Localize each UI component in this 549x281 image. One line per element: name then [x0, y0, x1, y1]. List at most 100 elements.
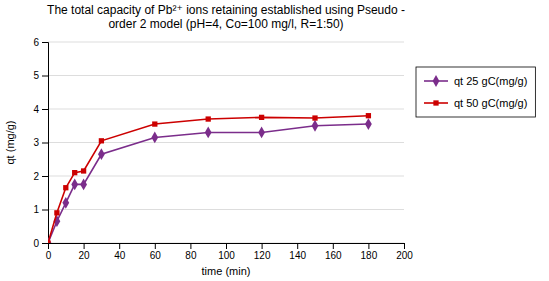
- y-tick-label: 5: [33, 70, 39, 81]
- y-tick-label: 3: [33, 137, 39, 148]
- point: [365, 118, 372, 130]
- grid-line: [48, 176, 404, 177]
- x-tick-label: 100: [218, 250, 235, 261]
- plot: 0 20 40 60 80 100 120 140 160 180 200 0 1 2 3 4 5 6: [33, 37, 413, 261]
- x-tick-label: 180: [361, 250, 378, 261]
- point: [258, 127, 265, 139]
- point: [151, 132, 158, 144]
- y-axis-title: qt (mg/g): [4, 120, 16, 164]
- grid-line: [48, 42, 404, 43]
- x-tick-label: 160: [325, 250, 342, 261]
- y-grid: [48, 42, 404, 243]
- y-tick-mark: [42, 143, 48, 144]
- y-tick: 5: [33, 70, 48, 81]
- x-tick: 200: [396, 243, 413, 261]
- y-tick-mark: [42, 176, 48, 177]
- x-tick-mark: [226, 243, 227, 249]
- y-tick-label: 0: [33, 238, 39, 249]
- x-tick: 80: [185, 243, 197, 261]
- point: [80, 178, 87, 190]
- y-tick-label: 4: [33, 104, 39, 115]
- x-tick-label: 20: [79, 250, 91, 261]
- point: [62, 197, 69, 209]
- legend-entry: qt 25 gC(mg/g): [424, 75, 527, 87]
- x-tick: 180: [361, 243, 378, 261]
- point: [72, 170, 77, 175]
- x-tick: 40: [114, 243, 126, 261]
- legend-label: qt 25 gC(mg/g): [454, 75, 527, 87]
- point: [71, 178, 78, 190]
- point: [259, 115, 264, 120]
- x-tick-label: 0: [46, 250, 52, 261]
- x-tick-label: 200: [396, 250, 413, 261]
- series: [48, 113, 371, 243]
- x-tick: 120: [254, 243, 271, 261]
- grid-line: [48, 209, 404, 210]
- point: [48, 240, 51, 243]
- grid-line: [48, 75, 404, 76]
- y-tick: 2: [33, 171, 48, 182]
- y-tick: 0: [33, 238, 48, 249]
- x-tick-mark: [368, 243, 369, 249]
- point: [312, 115, 317, 120]
- x-tick: 140: [289, 243, 306, 261]
- x-tick: 60: [150, 243, 162, 261]
- x-tick-mark: [155, 243, 156, 249]
- point: [312, 120, 319, 132]
- x-tick: 20: [79, 243, 91, 261]
- x-axis-line: [49, 244, 405, 250]
- point: [81, 168, 86, 173]
- x-axis-title: time (min): [202, 265, 251, 277]
- x-tick-mark: [333, 243, 334, 249]
- series-line: [48, 116, 368, 243]
- x-tick: 160: [325, 243, 342, 261]
- legend-marker: [433, 75, 440, 87]
- point: [54, 210, 59, 215]
- x-tick-mark: [190, 243, 191, 249]
- y-tick-label: 1: [33, 204, 39, 215]
- y-tick: 1: [33, 204, 48, 215]
- x-tick-label: 140: [289, 250, 306, 261]
- y-tick-mark: [42, 243, 48, 244]
- y-tick: 3: [33, 137, 48, 148]
- y-tick: 4: [33, 104, 48, 115]
- legend-frame: [416, 67, 535, 117]
- series-layer: [48, 113, 372, 243]
- x-tick-mark: [84, 243, 85, 249]
- y-tick-label: 2: [33, 171, 39, 182]
- legend-marker: [433, 100, 438, 105]
- series: [48, 118, 372, 243]
- series-line: [48, 124, 368, 243]
- point: [152, 121, 157, 126]
- x-tick-label: 40: [114, 250, 126, 261]
- y-tick-mark: [42, 210, 48, 211]
- chart: 0 20 40 60 80 100 120 140 160 180 200 0 1 2 3 4 5 6 The to…: [0, 0, 549, 281]
- point: [366, 113, 371, 118]
- x-tick-mark: [404, 243, 405, 249]
- point: [63, 185, 68, 190]
- grid-line: [48, 109, 404, 110]
- x-axis: 0 20 40 60 80 100 120 140 160 180 200: [46, 243, 414, 261]
- y-tick-label: 6: [33, 37, 39, 48]
- y-tick-mark: [42, 42, 48, 43]
- legend-entry: qt 50 gC(mg/g): [424, 97, 527, 109]
- legend: qt 25 gC(mg/g) qt 50 gC(mg/g): [416, 67, 535, 117]
- point: [99, 138, 104, 143]
- point: [206, 116, 211, 121]
- legend-label: qt 50 gC(mg/g): [454, 97, 527, 109]
- x-tick: 0: [46, 243, 52, 261]
- x-tick-label: 120: [254, 250, 271, 261]
- x-tick-label: 80: [185, 250, 197, 261]
- y-axis: 0 1 2 3 4 5 6: [33, 37, 48, 249]
- point: [205, 127, 212, 139]
- y-axis-line: [42, 43, 49, 244]
- x-tick: 100: [218, 243, 235, 261]
- y-tick-mark: [42, 109, 48, 110]
- y-tick-mark: [42, 76, 48, 77]
- y-tick: 6: [33, 37, 48, 48]
- x-tick-mark: [262, 243, 263, 249]
- x-tick-mark: [297, 243, 298, 249]
- x-tick-mark: [119, 243, 120, 249]
- title: The total capacity of Pb²⁺ ions retainin…: [47, 3, 405, 31]
- x-tick-label: 60: [150, 250, 162, 261]
